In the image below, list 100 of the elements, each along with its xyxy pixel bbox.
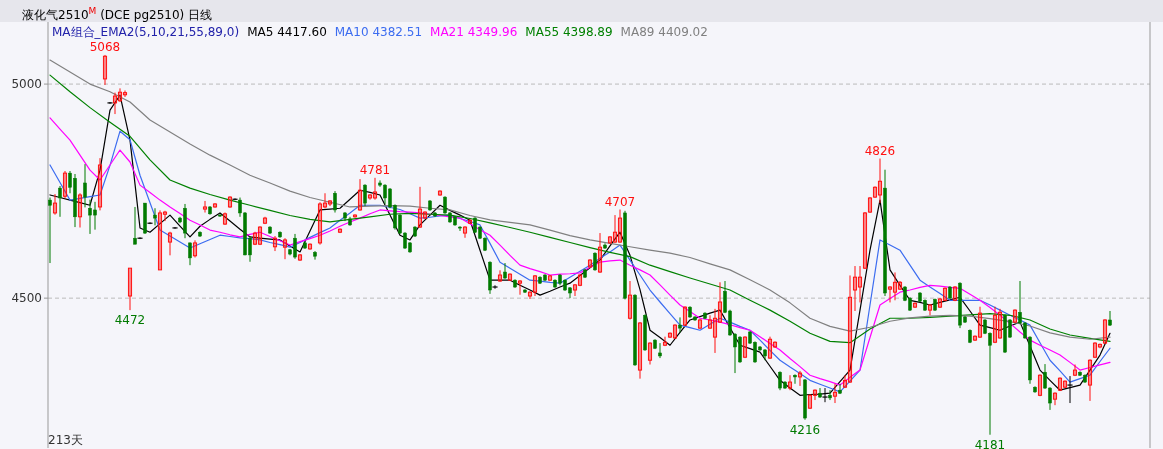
candlestick bbox=[807, 393, 813, 410]
candlestick bbox=[127, 267, 133, 311]
candlestick bbox=[678, 316, 682, 333]
annotation: 4826 bbox=[864, 143, 896, 158]
candlestick bbox=[767, 336, 773, 360]
candlestick bbox=[997, 308, 1003, 340]
candlestick bbox=[1062, 379, 1068, 389]
candlestick bbox=[62, 170, 68, 199]
candlestick bbox=[357, 178, 363, 212]
candlestick bbox=[337, 227, 343, 234]
candlestick bbox=[231, 197, 239, 201]
candlestick bbox=[102, 54, 108, 86]
candlestick bbox=[697, 318, 703, 330]
candlestick bbox=[467, 218, 473, 225]
candlestick bbox=[192, 239, 198, 258]
annotation: 5068 bbox=[89, 39, 121, 54]
candlestick bbox=[58, 185, 62, 218]
candlestick bbox=[227, 195, 233, 209]
candlestick bbox=[587, 258, 593, 269]
candlestick bbox=[157, 209, 163, 271]
candlestick bbox=[532, 274, 538, 297]
candlestick bbox=[818, 387, 822, 399]
annotation: 4181 bbox=[974, 437, 1006, 449]
candlestick bbox=[617, 209, 623, 244]
candlestick bbox=[222, 212, 228, 226]
candlestick bbox=[48, 197, 52, 264]
candlestick bbox=[117, 87, 123, 103]
candlestick bbox=[1108, 310, 1112, 327]
candlestick bbox=[577, 273, 583, 287]
legend-title: MA组合_EMA2(5,10,21,55,89,0) bbox=[52, 25, 240, 39]
candlestick bbox=[682, 305, 688, 327]
candlestick bbox=[262, 216, 268, 225]
text: MA89 4409.02 bbox=[620, 25, 708, 39]
candlestick bbox=[897, 280, 903, 291]
candlestick bbox=[787, 374, 793, 391]
candlestick bbox=[832, 383, 838, 404]
candlestick bbox=[892, 271, 898, 301]
candlestick bbox=[977, 306, 983, 339]
candlestick bbox=[547, 274, 553, 282]
candlestick bbox=[372, 177, 378, 201]
candlestick bbox=[927, 303, 933, 316]
y-tick-label: 5000 bbox=[11, 77, 42, 92]
candlestick bbox=[1012, 308, 1018, 324]
candlestick bbox=[257, 225, 263, 246]
candlestick bbox=[793, 373, 797, 385]
candlestick bbox=[662, 336, 668, 347]
candlestick bbox=[282, 237, 288, 260]
candlestick bbox=[317, 201, 323, 246]
candlestick bbox=[1087, 358, 1093, 402]
candlestick bbox=[627, 280, 633, 321]
candlestick bbox=[1092, 341, 1098, 359]
candlestick bbox=[52, 193, 58, 216]
text: MA5 4417.60 bbox=[247, 25, 327, 39]
annotation: 4216 bbox=[789, 422, 821, 437]
candlestick bbox=[462, 225, 468, 239]
candlestick bbox=[857, 265, 863, 303]
candlestick bbox=[647, 341, 653, 366]
candlestick bbox=[838, 383, 842, 395]
candlestick bbox=[77, 192, 83, 229]
candlestick bbox=[136, 236, 144, 240]
candlestick bbox=[517, 279, 523, 296]
candlestick bbox=[133, 206, 137, 245]
candlestick bbox=[1037, 373, 1043, 397]
candlestick bbox=[952, 285, 958, 302]
candlestick bbox=[83, 163, 87, 208]
candlestick bbox=[607, 235, 613, 245]
candlestick bbox=[742, 335, 748, 359]
annotation: 4707 bbox=[604, 194, 636, 209]
candlestick bbox=[612, 214, 618, 244]
candlestick bbox=[112, 92, 118, 115]
candlestick bbox=[202, 200, 208, 214]
candlestick bbox=[593, 251, 597, 272]
candlestick bbox=[491, 284, 499, 290]
candlestick bbox=[307, 242, 313, 251]
candlestick bbox=[672, 323, 678, 340]
candlestick bbox=[122, 90, 128, 98]
candlestick bbox=[417, 186, 423, 229]
text: MA55 4398.89 bbox=[525, 25, 613, 39]
annotation: 213天 bbox=[48, 433, 83, 447]
candlestick bbox=[363, 183, 367, 207]
candlestick bbox=[1072, 364, 1078, 377]
candlestick bbox=[153, 207, 157, 226]
annotation: 4781 bbox=[359, 162, 391, 177]
candlestick bbox=[507, 272, 513, 282]
candlestick bbox=[1052, 391, 1058, 406]
annotation: 4472 bbox=[114, 313, 146, 328]
candlestick bbox=[828, 389, 832, 401]
candlestick bbox=[658, 342, 662, 359]
candlestick bbox=[503, 262, 507, 280]
candlestick bbox=[146, 221, 154, 225]
candlestick bbox=[188, 241, 192, 266]
candlestick bbox=[877, 158, 883, 204]
candlestick bbox=[333, 190, 337, 214]
candlestick bbox=[637, 321, 643, 380]
candlestick bbox=[1057, 376, 1063, 392]
candlestick bbox=[97, 157, 103, 211]
candlestick bbox=[912, 301, 918, 309]
candlestick bbox=[167, 231, 173, 256]
candlestick bbox=[497, 269, 503, 283]
candlestick bbox=[852, 265, 858, 312]
